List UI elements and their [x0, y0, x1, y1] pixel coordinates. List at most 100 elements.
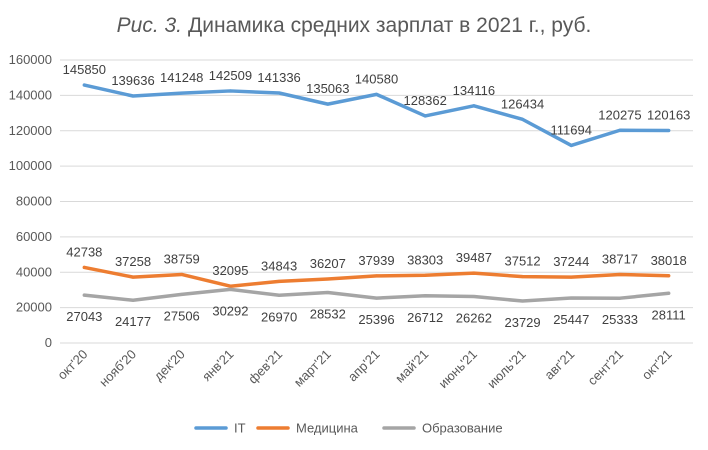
data-labels: 145850 139636 141248 142509 141336 135063 1405…	[63, 62, 691, 330]
data-label: 38018	[651, 253, 687, 268]
data-point	[618, 296, 622, 300]
data-label: 26712	[407, 310, 443, 325]
data-label: 42738	[66, 244, 102, 259]
data-point	[521, 275, 525, 279]
data-point	[82, 293, 86, 297]
data-point	[131, 275, 135, 279]
data-point	[375, 274, 378, 278]
data-label: 39487	[456, 250, 492, 265]
data-point	[521, 299, 525, 303]
x-tick-label: нояб'20	[96, 347, 139, 390]
data-point	[521, 117, 525, 121]
data-label: 25447	[553, 312, 589, 327]
x-tick-label: июнь'21	[436, 347, 480, 391]
data-label: 38759	[164, 251, 200, 266]
data-point	[667, 128, 671, 132]
data-point	[667, 291, 671, 295]
data-label: 38303	[407, 252, 443, 267]
data-point	[228, 284, 232, 288]
data-label: 28532	[310, 307, 346, 322]
data-label: 23729	[504, 315, 540, 330]
data-label: 34843	[261, 258, 297, 273]
legend: IT Медицина Образование	[194, 421, 503, 436]
data-label: 27043	[66, 309, 102, 324]
legend-entry: Образование	[422, 421, 503, 436]
data-label: 128362	[403, 93, 446, 108]
data-label: 141248	[160, 70, 203, 85]
data-point	[618, 273, 622, 277]
data-point	[228, 287, 232, 291]
data-point	[82, 83, 86, 87]
x-tick-label: сент'21	[584, 347, 626, 389]
data-label: 37244	[553, 254, 589, 269]
data-point	[180, 91, 184, 95]
data-label: 32095	[212, 263, 248, 278]
data-point	[423, 294, 427, 298]
data-label: 111694	[551, 122, 592, 137]
data-point	[423, 273, 427, 277]
x-tick-label: март'21	[291, 347, 334, 390]
data-label: 141336	[257, 70, 300, 85]
data-point	[569, 143, 573, 147]
data-point	[326, 291, 330, 295]
x-tick-label: дек'20	[151, 347, 188, 384]
data-label: 27506	[164, 308, 200, 323]
data-point	[472, 104, 476, 108]
data-point	[180, 272, 184, 276]
data-point	[131, 298, 135, 302]
chart-title-prefix: Рис. 3.	[117, 14, 182, 37]
data-label: 26262	[456, 311, 492, 326]
data-label: 30292	[212, 303, 248, 318]
y-tick-label: 40000	[16, 264, 52, 279]
data-point	[472, 271, 476, 275]
data-point	[569, 296, 573, 300]
data-label: 37939	[358, 253, 394, 268]
data-label: 120275	[598, 107, 641, 122]
data-point	[667, 274, 671, 278]
data-label: 36207	[310, 256, 346, 271]
y-tick-label: 60000	[16, 229, 52, 244]
data-point	[375, 92, 378, 96]
data-label: 120163	[647, 107, 690, 122]
data-label: 140580	[355, 71, 398, 86]
data-label: 134116	[453, 83, 495, 98]
data-label: 28111	[652, 307, 686, 322]
data-point	[277, 279, 281, 283]
data-label: 26970	[261, 309, 297, 324]
data-point	[472, 295, 476, 299]
data-point	[375, 296, 378, 300]
x-tick-label: окт'21	[639, 347, 675, 383]
x-tick-label: апр'21	[345, 347, 383, 385]
x-tick-label: июль'21	[484, 347, 529, 392]
data-label: 142509	[209, 68, 252, 83]
data-label: 139636	[111, 73, 154, 88]
data-label: 37512	[504, 254, 540, 269]
data-point	[326, 277, 330, 281]
data-point	[277, 293, 281, 297]
data-label: 25333	[602, 312, 638, 327]
chart-title: Рис. 3. Динамика средних зарплат в 2021 г…	[117, 14, 592, 37]
y-tick-label: 120000	[9, 123, 52, 138]
gridlines	[60, 59, 693, 344]
data-point	[618, 128, 622, 132]
x-tick-label: авг'21	[541, 347, 577, 383]
data-label: 135063	[306, 81, 349, 96]
data-label: 126434	[501, 96, 544, 111]
data-label: 37258	[115, 254, 151, 269]
series-lines	[82, 83, 671, 303]
y-tick-label: 0	[45, 335, 52, 350]
x-tick-label: янв'21	[199, 347, 237, 385]
data-point	[82, 265, 86, 269]
data-point	[228, 89, 232, 93]
y-tick-label: 100000	[9, 158, 52, 173]
data-label: 24177	[115, 314, 151, 329]
legend-entry: Медицина	[296, 421, 359, 436]
data-point	[131, 94, 135, 98]
y-tick-label: 160000	[9, 52, 52, 67]
x-tick-label: май'21	[392, 347, 431, 386]
data-point	[569, 275, 573, 279]
data-point	[277, 91, 281, 95]
x-axis-ticks: окт'20 нояб'20 дек'20 янв'21 фев'21 март'21 ап…	[54, 347, 674, 392]
legend-entry: IT	[234, 421, 246, 436]
